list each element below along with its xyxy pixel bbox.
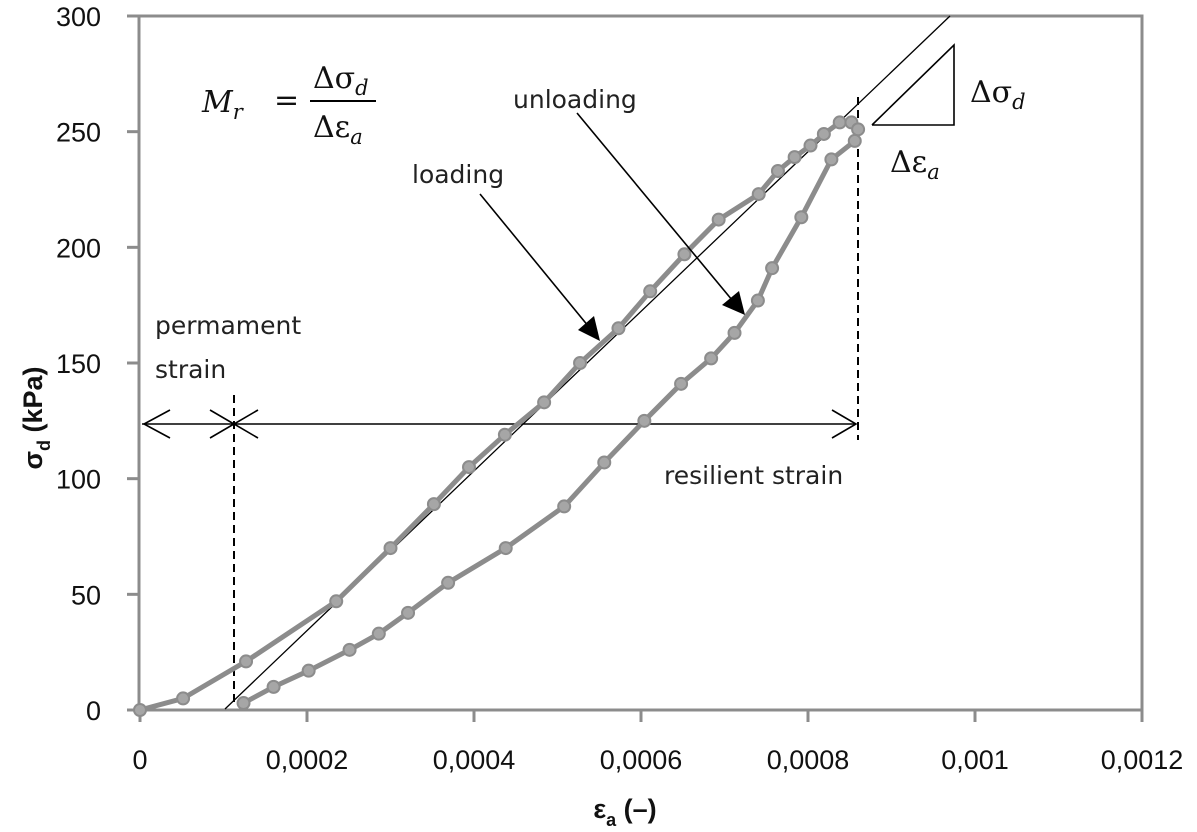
data-point: [537, 395, 552, 410]
strain-dimension-arrows: [142, 409, 858, 439]
data-point: [371, 626, 386, 641]
unloading-label: unloading: [513, 85, 637, 114]
arrowhead-res-left-icon: [232, 409, 259, 439]
data-point: [803, 138, 818, 153]
x-axis: 0 0,0002 0,0004 0,0006 0,0008 0,001 0,0012: [132, 710, 1183, 775]
loading-arrow: [479, 193, 599, 339]
y-axis-title: σd (kPa): [18, 366, 54, 469]
data-point: [765, 261, 780, 276]
y-axis: 0 50 100 150 200 250 300: [56, 2, 139, 726]
data-point: [461, 460, 476, 475]
data-point: [637, 413, 652, 428]
x-tick-label: 0,0006: [600, 745, 683, 775]
y-tick-label: 250: [56, 118, 101, 148]
y-tick-label: 0: [86, 696, 101, 726]
formula-equals: =: [274, 83, 299, 118]
data-point: [677, 247, 692, 262]
x-tick-label: 0: [132, 745, 147, 775]
x-axis-title: εa (–): [593, 794, 656, 830]
data-point: [751, 187, 766, 202]
x-tick-label: 0,0012: [1101, 745, 1184, 775]
slope-triangle: Δσd Δεa: [871, 43, 1026, 184]
data-point: [832, 115, 847, 130]
x-tick-label: 0,001: [941, 745, 1009, 775]
series-layer: [133, 115, 866, 717]
data-point: [643, 284, 658, 299]
data-point: [597, 455, 612, 470]
data-point: [750, 293, 765, 308]
data-point: [611, 321, 626, 336]
resilient-strain-label: resilient strain: [664, 461, 843, 490]
data-point: [266, 679, 281, 694]
permanent-strain-label-2: strain: [155, 355, 226, 384]
data-point: [401, 605, 416, 620]
data-point: [573, 356, 588, 370]
slope-triangle-shape: [871, 43, 955, 126]
data-point: [824, 152, 839, 167]
data-point: [770, 163, 785, 178]
plot-frame: [137, 14, 1144, 712]
arrowhead-left-icon: [142, 409, 171, 439]
y-tick-label: 150: [56, 349, 101, 379]
data-point: [329, 594, 344, 609]
triangle-delta-epsilon: Δεa: [890, 145, 940, 184]
loading-label: loading: [412, 160, 504, 189]
data-point: [383, 541, 398, 556]
data-point: [727, 325, 742, 340]
data-point: [704, 351, 719, 366]
formula-numerator: Δσd: [313, 61, 369, 100]
data-point: [497, 427, 512, 442]
y-tick-label: 100: [56, 465, 101, 495]
data-point: [342, 642, 357, 657]
data-point: [236, 696, 251, 711]
data-point: [133, 703, 147, 717]
x-tick-label: 0,0004: [433, 745, 516, 775]
plot-area: [137, 14, 1144, 712]
unloading-arrow: [576, 112, 743, 313]
data-point: [176, 691, 191, 706]
formula-denominator: Δεa: [313, 110, 363, 149]
formula-lhs: Mr: [201, 85, 245, 124]
data-point: [847, 133, 862, 148]
permanent-strain-label-1: permament: [155, 311, 301, 340]
series-unloading: [236, 122, 866, 711]
loading-arrowhead-icon: [578, 316, 600, 341]
data-point: [674, 376, 689, 391]
resilient-modulus-formula: Mr = Δσd Δεa: [201, 61, 376, 149]
y-tick-label: 300: [56, 2, 101, 32]
arrowhead-right-icon: [831, 409, 858, 439]
y-tick-label: 200: [56, 233, 101, 263]
data-point: [851, 122, 866, 137]
x-tick-label: 0,0002: [266, 745, 349, 775]
x-tick-label: 0,0008: [767, 745, 850, 775]
data-point: [498, 541, 513, 556]
series-line: [241, 126, 861, 706]
data-point: [711, 212, 726, 227]
y-tick-label: 50: [71, 580, 101, 610]
data-point: [557, 499, 572, 514]
data-point: [441, 575, 456, 590]
data-point: [239, 654, 254, 669]
triangle-delta-sigma: Δσd: [970, 75, 1026, 114]
unloading-arrowhead-icon: [722, 291, 745, 315]
data-point: [301, 663, 316, 678]
series-loading: [133, 115, 859, 717]
data-point: [816, 126, 831, 141]
data-point: [426, 497, 441, 512]
data-point: [794, 210, 809, 225]
data-point: [787, 150, 802, 165]
